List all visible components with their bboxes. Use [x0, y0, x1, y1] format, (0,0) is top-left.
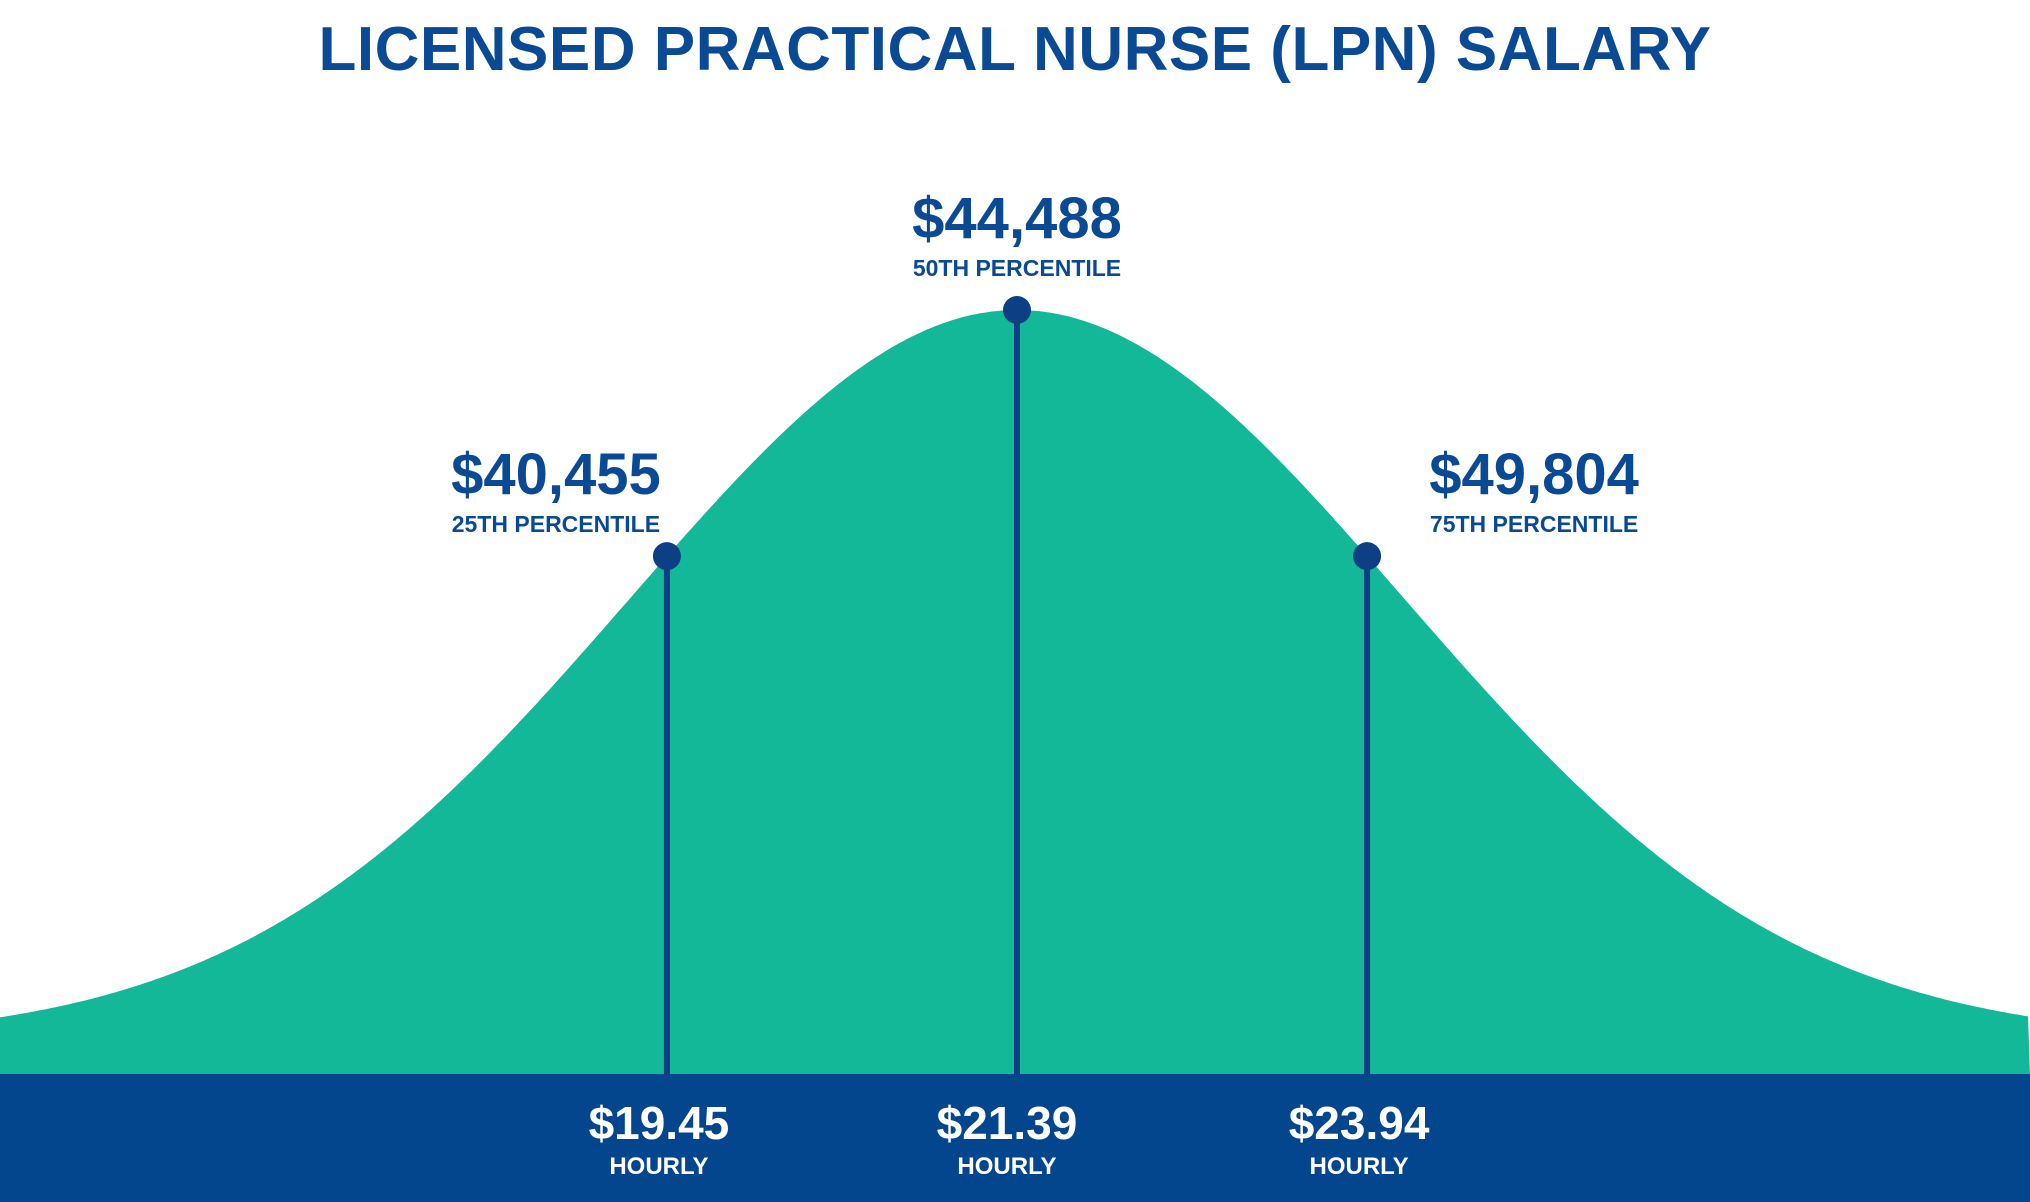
chart-title: LICENSED PRACTICAL NURSE (LPN) SALARY: [318, 15, 1712, 84]
hourly-wage-label-50: $21.39: [937, 1097, 1078, 1149]
percentile-marker-50: $44,488 50TH PERCENTILE $21.39 HOURLY: [912, 186, 1122, 1180]
marker-dot-50: [1003, 296, 1031, 324]
percentile-label-50: 50TH PERCENTILE: [913, 255, 1121, 281]
hourly-wage-label-75: $23.94: [1289, 1097, 1430, 1149]
percentile-marker-25: $40,455 25TH PERCENTILE $19.45 HOURLY: [451, 442, 729, 1180]
annual-salary-label-50: $44,488: [912, 186, 1122, 251]
percentile-label-75: 75TH PERCENTILE: [1430, 511, 1638, 537]
hourly-unit-label-50: HOURLY: [957, 1153, 1056, 1180]
hourly-unit-label-75: HOURLY: [1310, 1153, 1409, 1180]
marker-dot-75: [1353, 542, 1382, 571]
percentile-label-25: 25TH PERCENTILE: [452, 511, 660, 537]
percentile-marker-75: $49,804 75TH PERCENTILE $23.94 HOURLY: [1289, 442, 1639, 1180]
hourly-wage-label-25: $19.45: [589, 1097, 730, 1149]
annual-salary-label-25: $40,455: [451, 442, 661, 507]
marker-dot-25: [652, 542, 681, 571]
hourly-unit-label-25: HOURLY: [609, 1153, 708, 1180]
annual-salary-label-75: $49,804: [1429, 442, 1639, 507]
hourly-wage-band: [0, 1074, 2030, 1202]
